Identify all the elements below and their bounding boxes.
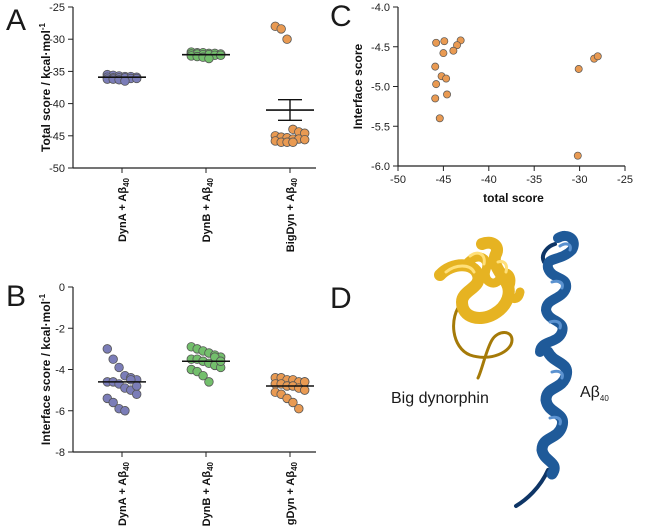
panel-a-y-tick-label: -50: [49, 163, 65, 175]
panel-b-y-tick-label: -6: [55, 406, 65, 418]
panel-b-data-point: [288, 397, 298, 408]
panel-c-x-tick-label: -35: [526, 174, 542, 186]
panel-a-data-point: [288, 137, 298, 147]
chart-panel-c: -4.0 -4.5 -5.0 -5.5 -6.0-50 -45 -40 -35 -30 -25 to…: [351, 2, 633, 205]
panel-c-data-point: [432, 80, 441, 89]
panel-c-y-tick-label: -5.0: [371, 82, 390, 94]
panel-c-x-tick-label: -50: [390, 174, 406, 186]
panel-a-category-label: BigDyn + Aβ40: [285, 177, 299, 252]
panel-a-y-tick-label: -45: [49, 131, 65, 143]
panel-c-x-tick-label: -40: [481, 174, 497, 186]
panel-b-category-label: BigDyn + Aβ40: [285, 461, 299, 526]
abeta40-label: Aβ40: [580, 384, 609, 403]
panel-b-data-point: [102, 344, 113, 354]
panel-b-data-point: [198, 370, 208, 381]
panel-c-y-tick-label: -5.5: [371, 121, 390, 133]
panel-c-data-point: [440, 37, 449, 46]
panel-b-y-tick-label: -8: [55, 447, 65, 459]
panel-b-y-tick-label: -4: [55, 365, 65, 377]
panel-b-y-axis-title: Interface score / kcal·mol-1: [38, 293, 53, 445]
panel-b-data-point: [108, 397, 118, 408]
panel-a-y-tick-label: -25: [49, 2, 65, 14]
panel-c-x-axis-title: total score: [483, 191, 544, 205]
panel-a-category-label: DynA + Aβ40: [117, 177, 131, 242]
panel-a-y-tick-label: -40: [49, 99, 65, 111]
big-dynorphin-label: Big dynorphin: [391, 390, 489, 407]
panel-c-y-tick-label: -6.0: [371, 161, 390, 173]
panel-a-data-point: [131, 73, 142, 84]
panel-c-x-tick-label: -30: [572, 174, 588, 186]
panel-a-data-point: [300, 134, 310, 145]
panel-c-data-point: [453, 41, 461, 50]
panel-a-data-point: [204, 53, 214, 64]
panel-b-data-point: [120, 406, 130, 416]
panel-c-data-point: [432, 38, 441, 47]
panel-c-data-point: [449, 46, 458, 55]
panel-b-data-point: [131, 389, 142, 399]
abeta40-structure: [514, 230, 579, 508]
panel-c-data-point: [593, 52, 602, 61]
panel-a-y-tick-label: -35: [49, 66, 65, 78]
panel-c-x-tick-label: -25: [617, 174, 633, 186]
panel-b-data-point: [108, 354, 118, 364]
panel-b-data-point: [294, 403, 304, 414]
panel-c-data-point: [431, 62, 440, 71]
panel-a-data-point: [282, 34, 292, 44]
panel-a-category-label: DynB + Aβ40: [201, 177, 215, 242]
panel-a-y-axis-title: Total score / kcal·mol-1: [38, 22, 53, 151]
panel-c-data-point: [435, 114, 444, 123]
panel-label-d: D: [330, 282, 352, 315]
panel-b-data-point: [131, 381, 142, 391]
panel-b-data-point: [300, 377, 310, 387]
panel-b-data-point: [300, 385, 310, 395]
panel-c-data-point: [439, 49, 448, 58]
chart-panel-a: -25 -30 -35 -40 -45 -50 Total score / kcal·mol…: [38, 2, 316, 252]
panel-b-data-point: [204, 377, 214, 387]
panel-b-data-point: [114, 362, 124, 373]
panel-a-data-point: [276, 24, 286, 34]
panel-c-data-point: [574, 65, 583, 73]
protein-structure-illustration: Big dynorphin Aβ40: [391, 230, 609, 508]
panel-c-y-tick-label: -4.5: [371, 42, 390, 54]
panel-c-x-tick-label: -45: [435, 174, 451, 186]
panel-b-category-label: DynA + Aβ40: [117, 461, 131, 526]
panel-c-data-point: [442, 74, 451, 83]
panel-label-a: A: [6, 4, 26, 37]
panel-label-c: C: [330, 0, 352, 33]
panel-b-y-tick-label: 0: [59, 282, 65, 294]
panel-c-data-point: [573, 151, 582, 160]
panel-c-data-point: [431, 94, 440, 103]
panel-c-y-tick-label: -4.0: [371, 2, 390, 14]
big-dynorphin-structure: [434, 236, 525, 380]
panel-c-data-point: [443, 90, 451, 99]
panel-c-y-axis-title: Interface score: [351, 43, 365, 129]
panel-a-y-tick-label: -30: [49, 34, 65, 46]
panel-a-data-point: [120, 76, 130, 86]
panel-b-category-label: DynB + Aβ40: [201, 461, 215, 526]
panel-b-y-tick-label: -2: [55, 323, 65, 335]
panel-label-b: B: [6, 280, 26, 313]
